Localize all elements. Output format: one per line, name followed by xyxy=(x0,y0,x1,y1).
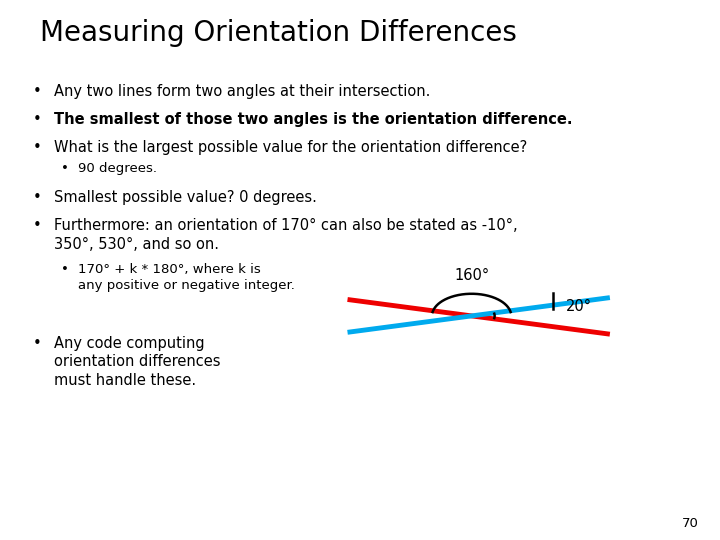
Text: 20°: 20° xyxy=(566,299,592,314)
Text: •: • xyxy=(32,112,41,127)
Text: 70: 70 xyxy=(682,517,698,530)
Text: 160°: 160° xyxy=(454,267,489,282)
Text: 90 degrees.: 90 degrees. xyxy=(78,162,157,175)
Text: The smallest of those two angles is the orientation difference.: The smallest of those two angles is the … xyxy=(54,112,572,127)
Text: 170° + k * 180°, where k is
any positive or negative integer.: 170° + k * 180°, where k is any positive… xyxy=(78,263,294,292)
Text: •: • xyxy=(32,218,41,233)
Text: Measuring Orientation Differences: Measuring Orientation Differences xyxy=(40,19,516,47)
Text: What is the largest possible value for the orientation difference?: What is the largest possible value for t… xyxy=(54,140,527,155)
Text: Any code computing
orientation differences
must handle these.: Any code computing orientation differenc… xyxy=(54,336,220,388)
Text: Smallest possible value? 0 degrees.: Smallest possible value? 0 degrees. xyxy=(54,190,317,205)
Text: •: • xyxy=(32,190,41,205)
Text: •: • xyxy=(61,263,69,276)
Text: •: • xyxy=(32,336,41,351)
Text: Furthermore: an orientation of 170° can also be stated as -10°,
350°, 530°, and : Furthermore: an orientation of 170° can … xyxy=(54,218,518,252)
Text: •: • xyxy=(32,140,41,155)
Text: •: • xyxy=(32,84,41,99)
Text: Any two lines form two angles at their intersection.: Any two lines form two angles at their i… xyxy=(54,84,431,99)
Text: •: • xyxy=(61,162,69,175)
